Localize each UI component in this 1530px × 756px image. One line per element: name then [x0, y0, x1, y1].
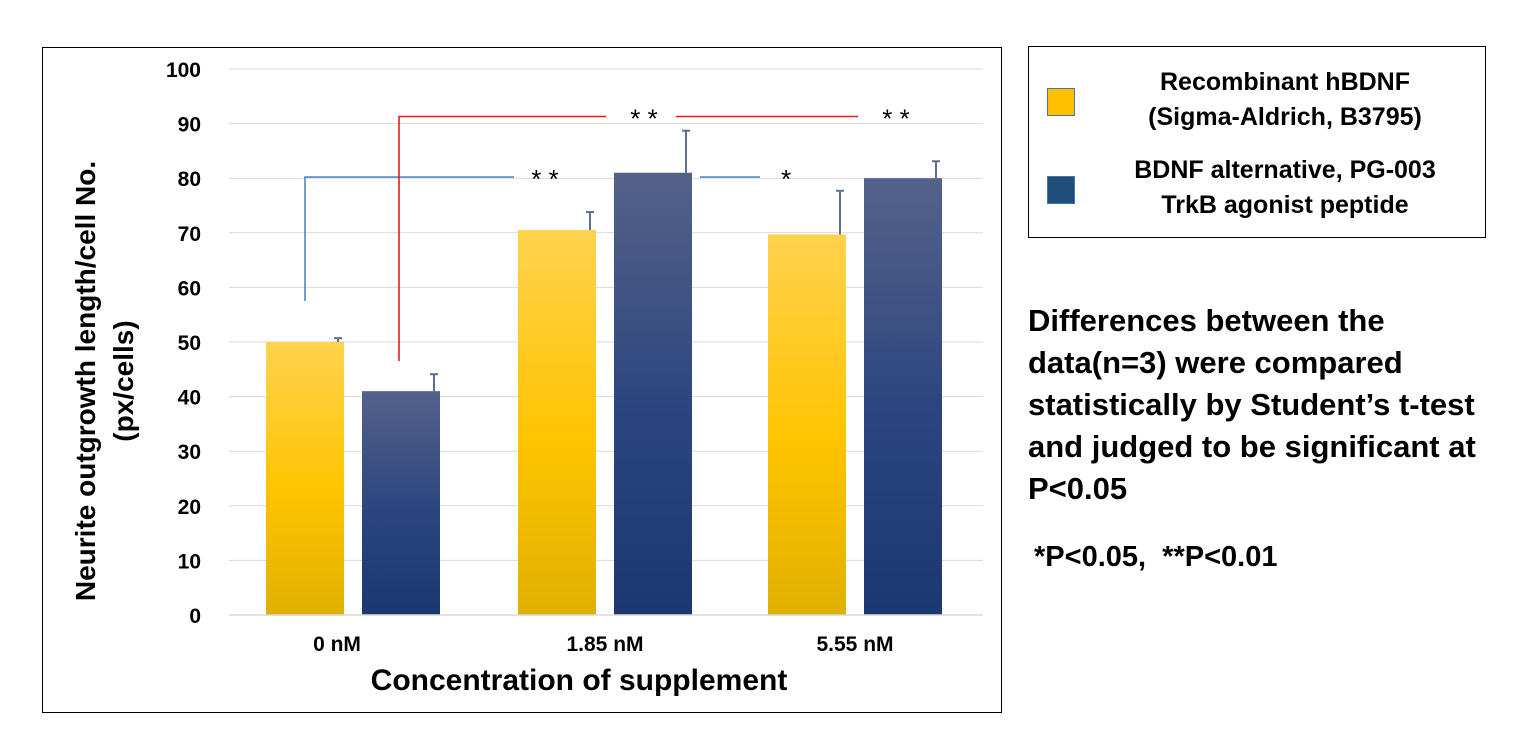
legend: Recombinant hBDNF (Sigma-Aldrich, B3795)…: [1028, 46, 1486, 238]
y-tick-label: 100: [166, 59, 201, 82]
y-tick-label: 70: [178, 223, 201, 246]
y-tick-label: 20: [178, 496, 201, 519]
statistics-note: Differences between the data(n=3) were c…: [1028, 303, 1476, 506]
y-tick-label: 10: [178, 550, 201, 573]
significance-key: *P<0.05, **P<0.01: [1034, 541, 1278, 573]
bar: [864, 178, 942, 615]
x-tick-label: 1.85 nM: [566, 633, 643, 656]
legend-label: BDNF alternative, PG-003 TrkB agonist pe…: [1134, 156, 1436, 219]
x-tick-label: 5.55 nM: [816, 633, 893, 656]
legend-item-recombinant-hbdnf: Recombinant hBDNF (Sigma-Aldrich, B3795): [1029, 65, 1485, 137]
y-tick-label: 80: [178, 168, 201, 191]
significance-marker: * *: [882, 104, 909, 134]
y-tick-label: 40: [178, 387, 201, 410]
legend-swatch-yellow: [1047, 88, 1075, 116]
legend-label: Recombinant hBDNF (Sigma-Aldrich, B3795): [1148, 68, 1422, 131]
chart-frame: * * * * * * * 0 10 20 30 40 50 60 70 80 90 100 0 nM 1.8…: [42, 47, 1002, 713]
significance-marker: *: [781, 164, 791, 194]
y-tick-label: 90: [178, 114, 201, 137]
bar: [768, 234, 846, 616]
bar: [614, 172, 692, 615]
y-tick-label: 30: [178, 441, 201, 464]
y-tick-label: 0: [189, 605, 201, 628]
bar: [518, 230, 596, 615]
y-axis-title-units: (px/cells): [108, 320, 139, 441]
x-axis-title: Concentration of supplement: [371, 664, 788, 697]
y-axis-title: Neurite outgrowth length/cell No.: [70, 161, 101, 601]
legend-item-pg003: BDNF alternative, PG-003 TrkB agonist pe…: [1029, 153, 1485, 225]
y-tick-label: 50: [178, 332, 201, 355]
bar: [266, 342, 344, 615]
bar-chart: * * * * * * * 0 10 20 30 40 50 60 70 80 90 100 0 nM 1.8…: [70, 59, 983, 697]
legend-swatch-navy: [1047, 176, 1075, 204]
significance-bracket: [398, 115, 606, 362]
significance-bracket: [304, 176, 514, 302]
y-tick-label: 60: [178, 277, 201, 300]
x-tick-label: 0 nM: [313, 633, 361, 656]
significance-marker: * *: [531, 164, 558, 194]
significance-marker: * *: [630, 104, 657, 134]
bar: [362, 391, 440, 615]
